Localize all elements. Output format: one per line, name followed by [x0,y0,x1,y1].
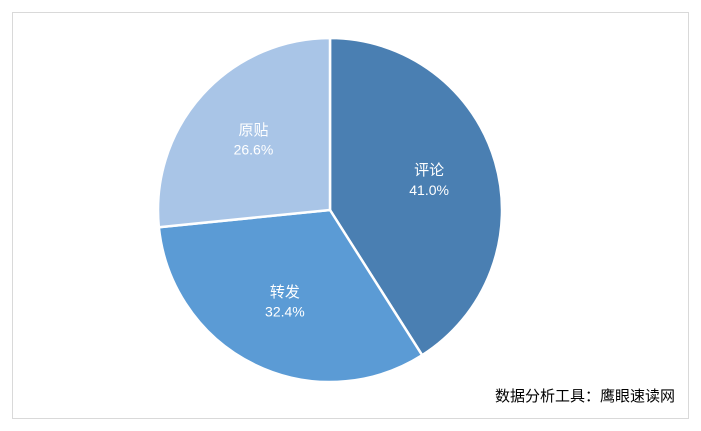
slice-value-label: 32.4% [265,304,305,320]
slice-value-label: 41.0% [409,182,449,198]
pie-slice [156,36,332,229]
slice-value-label: 26.6% [234,141,274,157]
slice-category-label: 评论 [414,162,444,179]
slice-category-label: 原贴 [238,122,268,139]
source-note: 数据分析工具：鹰眼速读网 [495,387,675,405]
slice-category-label: 转发 [270,284,300,301]
pie-slice [157,208,424,384]
